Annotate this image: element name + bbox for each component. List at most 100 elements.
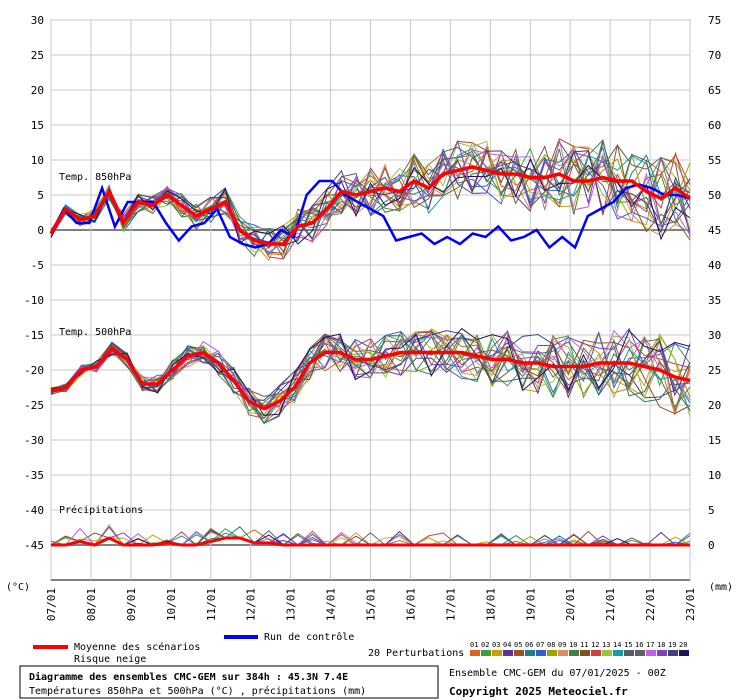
- title-box: [19, 665, 439, 699]
- x-tick-label: 23/01: [684, 588, 697, 621]
- member-legend-swatch: [580, 650, 590, 656]
- member-legend-swatch: [470, 650, 480, 656]
- left-tick-label: 5: [37, 189, 44, 202]
- right-tick-label: 55: [708, 154, 721, 167]
- mean-line-850: [49, 165, 692, 246]
- x-tick-label: 19/01: [524, 588, 537, 621]
- grid: [50, 19, 691, 581]
- x-tick-label: 16/01: [404, 588, 417, 621]
- run-info: Ensemble CMC-GEM du 07/01/2025 - 00Z: [449, 668, 666, 679]
- x-tick-label: 14/01: [325, 588, 338, 621]
- left-tick-label: 0: [37, 224, 44, 237]
- x-tick-label: 20/01: [564, 588, 577, 621]
- member-legend-swatch: [624, 650, 634, 656]
- left-tick-label: -25: [24, 399, 44, 412]
- member-legend-label: 06: [525, 641, 533, 649]
- mean-line-500: [50, 346, 691, 411]
- member-line-500: [50, 333, 691, 407]
- legend-mean-label: Moyenne des scénarios: [74, 641, 200, 653]
- member-legend-label: 18: [657, 641, 665, 649]
- member-legend-label: 10: [569, 641, 577, 649]
- left-tick-label: -20: [24, 364, 44, 377]
- left-axis-unit: (°C): [6, 582, 30, 593]
- member-line-500: [50, 339, 691, 417]
- right-tick-label: 70: [708, 49, 721, 62]
- x-tick-label: 12/01: [245, 588, 258, 621]
- left-tick-label: 20: [31, 84, 44, 97]
- left-tick-label: -40: [24, 504, 44, 517]
- x-tick-label: 18/01: [484, 588, 497, 621]
- member-legend-swatch: [525, 650, 535, 656]
- member-legend-label: 08: [547, 641, 555, 649]
- member-legend-swatch: [503, 650, 513, 656]
- x-axis-labels: 07/01 08/01 09/01 10/01 11/01 12/01 13/01 14/01…: [45, 588, 697, 621]
- x-tick-label: 09/01: [125, 588, 138, 621]
- member-legend-label: 01: [470, 641, 478, 649]
- left-tick-label: -35: [24, 469, 44, 482]
- member-legend-swatch: [536, 650, 546, 656]
- right-tick-label: 50: [708, 189, 721, 202]
- left-axis-ticks: 30 25 20 15 10 5 0 -5 -10 -15 -20 -25 -30 -35 -40 -45: [24, 14, 44, 552]
- member-legend-label: 02: [481, 641, 489, 649]
- member-line-500: [50, 334, 691, 420]
- x-tick-label: 21/01: [604, 588, 617, 621]
- right-tick-label: 25: [708, 364, 721, 377]
- member-legend-swatch: [613, 650, 623, 656]
- legend-control-label: Run de contrôle: [264, 631, 354, 643]
- member-legend-swatch: [646, 650, 656, 656]
- left-tick-label: -45: [24, 539, 44, 552]
- member-legend-swatch: [481, 650, 491, 656]
- member-legend-label: 19: [668, 641, 676, 649]
- x-tick-label: 07/01: [45, 588, 58, 621]
- main-series: [49, 165, 692, 547]
- left-tick-label: -30: [24, 434, 44, 447]
- member-legend-swatch: [569, 650, 579, 656]
- copyright: Copyright 2025 Meteociel.fr: [449, 685, 628, 698]
- right-tick-label: 45: [708, 224, 721, 237]
- member-legend-swatch: [547, 650, 557, 656]
- x-tick-label: 10/01: [165, 588, 178, 621]
- x-tick-label: 08/01: [85, 588, 98, 621]
- member-legend-swatch: [679, 650, 689, 656]
- right-tick-label: 75: [708, 14, 721, 27]
- right-tick-label: 30: [708, 329, 721, 342]
- member-legend-swatch: [558, 650, 568, 656]
- legend-perturbations-label: 20 Perturbations: [368, 648, 464, 659]
- x-tick-label: 17/01: [444, 588, 457, 621]
- member-legend-label: 07: [536, 641, 544, 649]
- right-tick-label: 5: [708, 504, 715, 517]
- member-legend-label: 11: [580, 641, 588, 649]
- panel-label-precip: Précipitations: [59, 504, 143, 516]
- left-tick-label: -10: [24, 294, 44, 307]
- member-legend-label: 05: [514, 641, 522, 649]
- right-axis-unit: (mm): [709, 582, 733, 593]
- left-tick-label: -5: [31, 259, 44, 272]
- x-tick-label: 13/01: [285, 588, 298, 621]
- member-legend-swatch: [591, 650, 601, 656]
- x-tick-label: 22/01: [644, 588, 657, 621]
- member-legend-label: 17: [646, 641, 654, 649]
- control-line-850: [49, 179, 691, 250]
- x-tick-label: 15/01: [365, 588, 378, 621]
- member-legend-swatch: [514, 650, 524, 656]
- right-tick-label: 15: [708, 434, 721, 447]
- panel-label-t500: Temp. 500hPa: [59, 327, 131, 338]
- right-tick-label: 10: [708, 469, 721, 482]
- left-tick-label: 10: [31, 154, 44, 167]
- right-tick-label: 65: [708, 84, 721, 97]
- member-line-500: [50, 330, 691, 411]
- right-tick-label: 60: [708, 119, 721, 132]
- member-legend-label: 04: [503, 641, 511, 649]
- chart-subtitle: Températures 850hPa et 500hPa (°C) , pré…: [29, 685, 366, 697]
- x-tick-label: 11/01: [205, 588, 218, 621]
- member-legend-label: 09: [558, 641, 566, 649]
- left-tick-label: 25: [31, 49, 44, 62]
- member-line-850: [50, 139, 691, 249]
- left-tick-label: 30: [31, 14, 44, 27]
- member-legend-swatch: [602, 650, 612, 656]
- member-legend-label: 20: [679, 641, 687, 649]
- panel-label-t850: Temp. 850hPa: [59, 172, 131, 183]
- member-legend-swatch: [668, 650, 678, 656]
